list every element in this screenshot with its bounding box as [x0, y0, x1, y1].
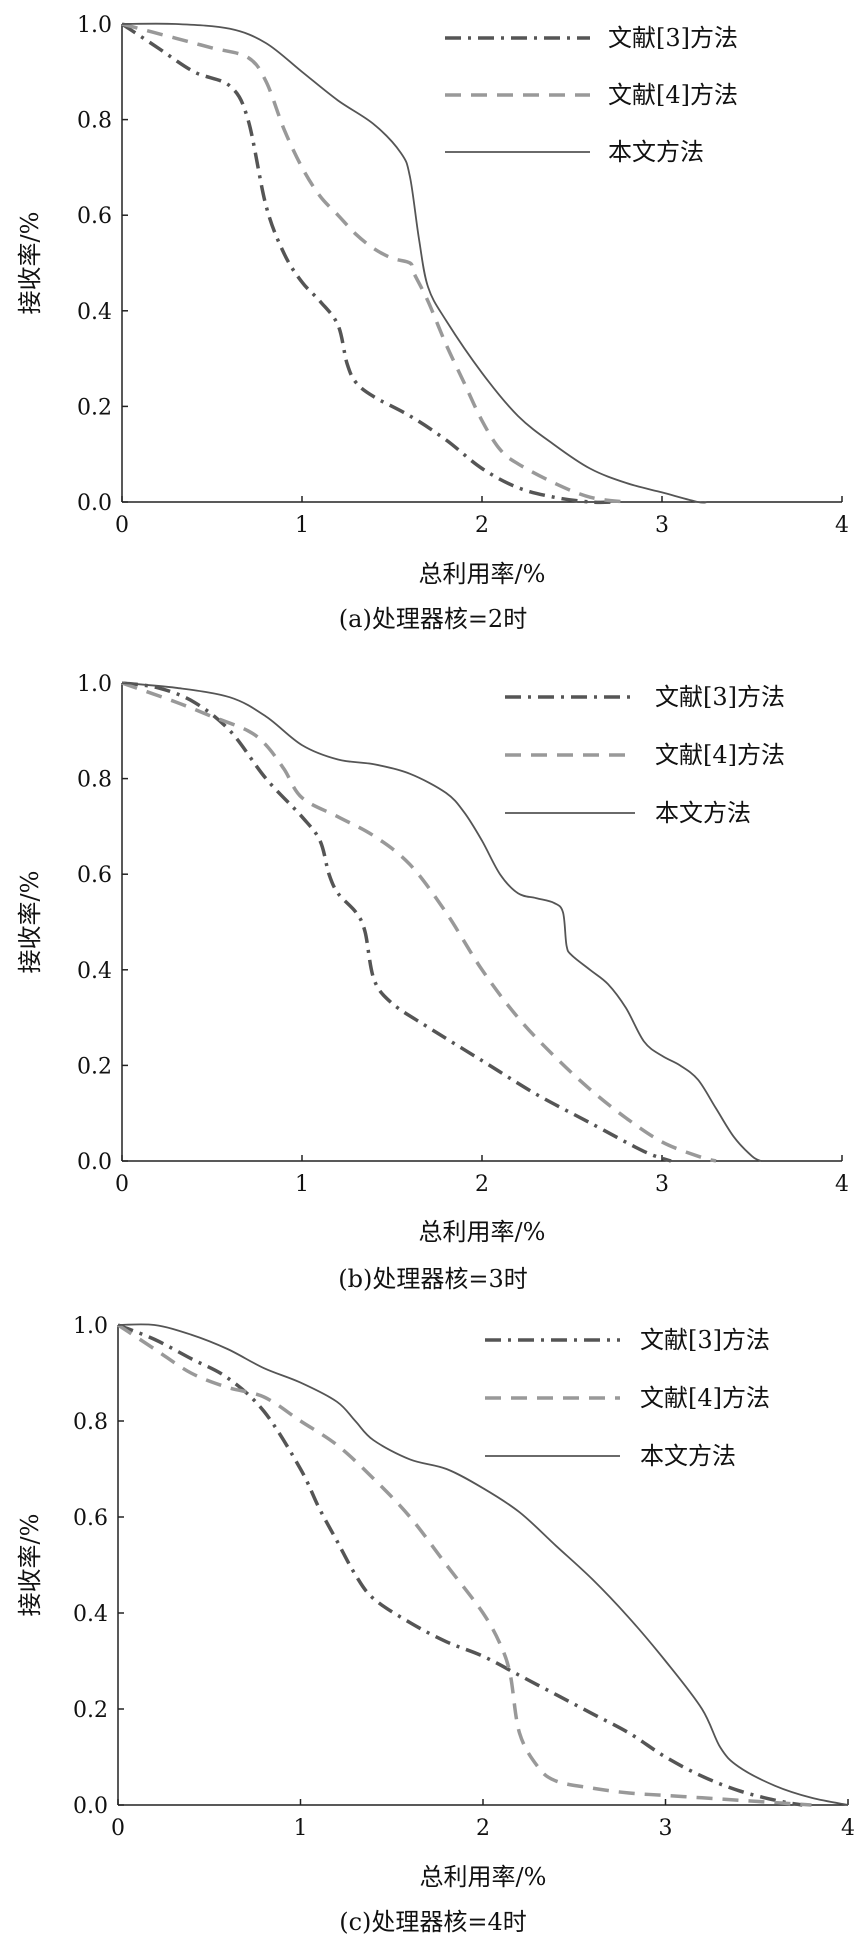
y-tick-label: 0.2 [77, 1054, 112, 1079]
y-tick-label: 0.2 [73, 1698, 108, 1723]
legend-label: 文献[3]方法 [640, 1326, 770, 1354]
y-axis-title: 接收率/% [16, 1514, 44, 1617]
chart-panel-1: 0 1 2 3 4 0.0 0.2 0.4 0.6 0.8 1.0 总利用率/% 接收率/% (a)处理器… [16, 13, 849, 633]
series-line-1 [121, 681, 672, 1163]
legend-label: 本文方法 [655, 799, 751, 827]
legend-label: 文献[4]方法 [655, 741, 785, 769]
series-line-3 [121, 682, 762, 1162]
y-tick-label: 1.0 [77, 13, 112, 38]
series-line-2 [117, 1323, 812, 1807]
x-tick-label: 0 [115, 1172, 129, 1197]
y-tick-label: 1.0 [73, 1314, 108, 1339]
x-axis-title: 总利用率/% [419, 560, 546, 588]
x-tick-label: 1 [294, 1816, 308, 1841]
panel-caption: (c)处理器核=4时 [339, 1908, 527, 1936]
x-tick-label: 2 [475, 1172, 489, 1197]
y-tick-label: 0.4 [77, 959, 112, 984]
series-line-1 [121, 22, 618, 505]
series-line-3 [117, 1323, 849, 1806]
legend-label: 文献[3]方法 [655, 683, 785, 711]
y-tick-label: 0.6 [77, 863, 112, 888]
y-tick-label: 0.0 [77, 491, 112, 516]
y-tick-label: 0.0 [77, 1150, 112, 1175]
x-axis-title: 总利用率/% [419, 1218, 546, 1246]
y-axis-title: 接收率/% [16, 871, 44, 974]
x-tick-label: 1 [295, 1172, 309, 1197]
legend-label: 文献[4]方法 [640, 1384, 770, 1412]
legend-label: 本文方法 [640, 1442, 736, 1470]
series-line-3 [121, 22, 708, 504]
chart-panel-3: 0 1 2 3 4 0.0 0.2 0.4 0.6 0.8 1.0 总利用率/% 接收率/% (c)处理器… [16, 1314, 855, 1936]
y-tick-label: 0.4 [73, 1602, 108, 1627]
y-tick-label: 0.8 [73, 1410, 108, 1435]
x-tick-label: 3 [659, 1816, 673, 1841]
x-tick-label: 0 [111, 1816, 125, 1841]
x-tick-label: 2 [476, 1816, 490, 1841]
legend-label: 文献[3]方法 [608, 24, 738, 52]
y-tick-label: 0.8 [77, 109, 112, 134]
y-tick-label: 0.0 [73, 1794, 108, 1819]
x-tick-label: 2 [475, 513, 489, 538]
chart-panel-2: 0 1 2 3 4 0.0 0.2 0.4 0.6 0.8 1.0 总利用率/% 接收率/% (b)处理器… [16, 672, 849, 1293]
y-tick-label: 0.6 [77, 204, 112, 229]
x-tick-label: 3 [655, 513, 669, 538]
y-tick-label: 0.2 [77, 395, 112, 420]
y-axis-title: 接收率/% [16, 212, 44, 315]
x-tick-label: 4 [841, 1816, 855, 1841]
x-tick-label: 3 [655, 1172, 669, 1197]
y-tick-label: 0.4 [77, 300, 112, 325]
series-line-2 [121, 681, 717, 1163]
x-tick-label: 4 [835, 1172, 849, 1197]
x-tick-label: 0 [115, 513, 129, 538]
x-tick-label: 1 [295, 513, 309, 538]
panel-caption: (b)处理器核=3时 [338, 1265, 527, 1293]
x-axis-title: 总利用率/% [420, 1863, 547, 1891]
y-tick-label: 0.6 [73, 1506, 108, 1531]
x-tick-label: 4 [835, 513, 849, 538]
series-line-1 [117, 1323, 803, 1807]
y-tick-label: 1.0 [77, 672, 112, 697]
panel-caption: (a)处理器核=2时 [339, 605, 527, 633]
legend-label: 文献[4]方法 [608, 81, 738, 109]
legend-label: 本文方法 [608, 138, 704, 166]
y-tick-label: 0.8 [77, 768, 112, 793]
